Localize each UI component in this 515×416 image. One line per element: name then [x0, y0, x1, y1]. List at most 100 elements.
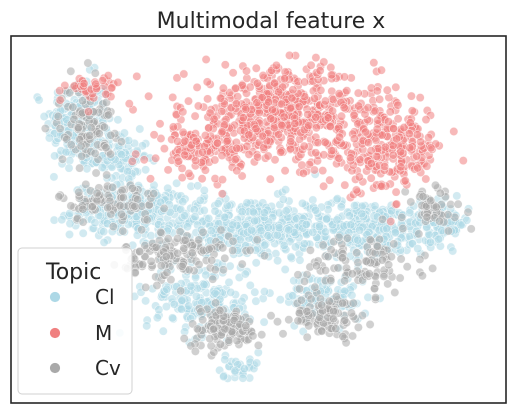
point-cl: [154, 305, 164, 315]
point-cl: [370, 201, 380, 211]
point-cl: [256, 226, 266, 236]
point-m: [217, 127, 227, 137]
point-m: [309, 93, 319, 103]
point-cv: [90, 148, 100, 158]
point-cl: [199, 280, 209, 290]
point-m: [159, 144, 169, 154]
point-m: [217, 189, 227, 199]
point-m: [316, 85, 326, 95]
point-m: [326, 62, 336, 72]
point-cl: [246, 225, 256, 235]
point-cv: [353, 322, 363, 332]
point-cl: [199, 185, 209, 195]
point-cv: [66, 66, 76, 76]
point-cl: [123, 167, 133, 177]
point-cv: [159, 203, 169, 213]
point-m: [220, 60, 230, 70]
point-m: [372, 151, 382, 161]
point-cv: [204, 244, 214, 254]
point-cl: [224, 277, 234, 287]
point-m: [407, 106, 417, 116]
point-cv: [334, 232, 344, 242]
point-cv: [108, 222, 118, 232]
point-m: [178, 107, 188, 117]
point-m: [325, 121, 335, 131]
point-cv: [428, 263, 438, 273]
point-cv: [228, 246, 238, 256]
point-m: [286, 137, 296, 147]
point-cl: [201, 270, 211, 280]
point-cl: [90, 218, 100, 228]
point-cv: [127, 183, 137, 193]
point-cl: [50, 151, 60, 161]
point-m: [228, 68, 238, 78]
point-m: [413, 163, 423, 173]
point-m: [300, 77, 310, 87]
point-cv: [81, 179, 91, 189]
point-cl: [355, 225, 365, 235]
point-cl: [242, 198, 252, 208]
point-cv: [57, 154, 67, 164]
point-m: [323, 113, 333, 123]
point-cl: [272, 230, 282, 240]
point-cl: [210, 288, 220, 298]
point-cv: [194, 235, 204, 245]
point-m: [372, 86, 382, 96]
point-cv: [187, 248, 197, 258]
point-m: [369, 58, 379, 68]
point-m: [258, 71, 268, 81]
point-cv: [40, 124, 50, 134]
data-points: [32, 50, 476, 383]
point-cl: [172, 178, 182, 188]
point-cl: [141, 296, 151, 306]
point-cl: [238, 373, 248, 383]
point-cv: [299, 276, 309, 286]
legend-label-cl: Cl: [95, 285, 115, 309]
point-cl: [308, 227, 318, 237]
point-m: [363, 138, 373, 148]
point-m: [180, 136, 190, 146]
point-cl: [452, 191, 462, 201]
point-m: [253, 152, 263, 162]
point-cl: [193, 181, 203, 191]
point-cv: [414, 229, 424, 239]
point-m: [297, 160, 307, 170]
point-cl: [142, 321, 152, 331]
point-m: [191, 136, 201, 146]
point-m: [339, 72, 349, 82]
point-cv: [305, 245, 315, 255]
point-cv: [78, 204, 88, 214]
point-m: [386, 217, 396, 227]
point-m: [266, 114, 276, 124]
point-cv: [196, 307, 206, 317]
point-cv: [395, 273, 405, 283]
point-cv: [156, 261, 166, 271]
point-cl: [288, 291, 298, 301]
point-m: [244, 149, 254, 159]
point-m: [210, 155, 220, 165]
point-cl: [168, 313, 178, 323]
point-cl: [346, 220, 356, 230]
point-cv: [193, 324, 203, 334]
point-m: [355, 155, 365, 165]
point-m: [339, 103, 349, 113]
point-m: [458, 156, 468, 166]
point-cl: [295, 255, 305, 265]
point-cv: [365, 319, 375, 329]
point-cv: [284, 315, 294, 325]
point-m: [280, 166, 290, 176]
point-m: [422, 161, 432, 171]
point-cl: [281, 206, 291, 216]
point-m: [315, 66, 325, 76]
point-cv: [101, 143, 111, 153]
point-m: [251, 63, 261, 73]
point-cv: [142, 215, 152, 225]
point-cl: [279, 241, 289, 251]
point-m: [380, 142, 390, 152]
point-cv: [115, 201, 125, 211]
point-cl: [158, 326, 168, 336]
point-cv: [151, 242, 161, 252]
point-m: [264, 97, 274, 107]
point-cl: [206, 226, 216, 236]
point-cv: [253, 340, 263, 350]
